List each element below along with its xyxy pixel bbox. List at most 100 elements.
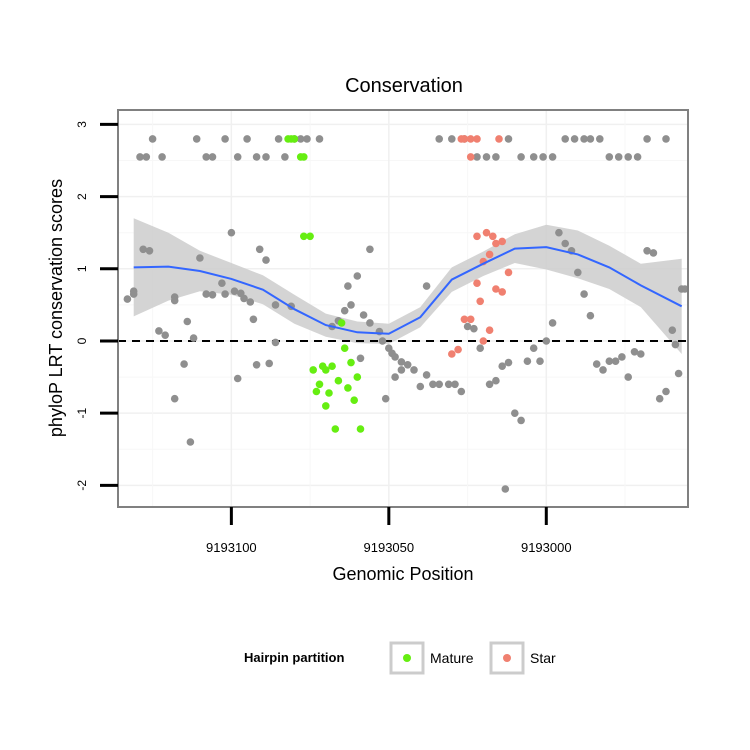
point-other (145, 247, 154, 255)
point-other (158, 153, 166, 161)
point-mature (322, 402, 330, 410)
point-other (655, 394, 664, 403)
point-other (230, 287, 239, 296)
point-mature (350, 396, 359, 405)
chart-title: Conservation (345, 75, 463, 97)
point-other (448, 135, 456, 143)
point-star (476, 297, 485, 306)
point-other (529, 153, 538, 161)
point-other (136, 153, 144, 161)
point-other (548, 153, 557, 161)
point-other (265, 359, 274, 368)
point-other (196, 254, 204, 262)
point-mature (309, 366, 318, 374)
point-other (233, 153, 242, 161)
point-other (202, 153, 210, 161)
point-other (630, 348, 639, 356)
point-other (252, 361, 261, 369)
point-star (466, 153, 475, 161)
point-star (466, 315, 475, 324)
point-mature (340, 344, 349, 353)
point-other (410, 366, 418, 374)
y-tick-label: 0 (75, 337, 89, 344)
point-star (504, 268, 513, 277)
point-mature (306, 232, 314, 241)
point-other (649, 249, 658, 257)
point-mature (318, 362, 327, 371)
point-other (580, 290, 588, 298)
point-other (561, 239, 569, 248)
point-other (473, 153, 481, 161)
point-star (460, 135, 469, 143)
point-other (202, 290, 210, 298)
point-other (233, 374, 242, 383)
y-axis-label: phyloP LRT conservation scores (46, 179, 66, 437)
point-other (189, 334, 198, 342)
point-other (422, 371, 431, 379)
point-other (281, 153, 289, 161)
point-other (148, 135, 157, 143)
legend-title: Hairpin partition (244, 650, 344, 665)
plot-panel (118, 110, 688, 507)
point-other (186, 438, 195, 446)
point-mature (300, 232, 308, 241)
point-star (485, 250, 494, 259)
point-other (539, 153, 547, 161)
point-other (422, 282, 431, 290)
point-other (451, 380, 459, 389)
point-other (492, 376, 500, 385)
point-other (605, 153, 614, 161)
point-mature (334, 376, 343, 385)
point-other (643, 247, 651, 255)
point-other (161, 331, 169, 340)
point-other (476, 344, 485, 353)
point-other (129, 290, 138, 298)
point-other (246, 298, 255, 306)
point-mature (315, 380, 324, 389)
point-other (170, 296, 179, 305)
point-mature (347, 358, 355, 367)
point-other (555, 228, 563, 237)
point-other (681, 285, 689, 293)
legend: Hairpin partition Mature Star (244, 641, 556, 675)
point-other (444, 380, 453, 389)
point-star (479, 337, 488, 345)
point-other (470, 324, 478, 333)
point-other (662, 135, 670, 143)
point-star (498, 288, 507, 296)
point-other (416, 382, 425, 391)
point-other (523, 357, 532, 366)
point-other (366, 245, 374, 254)
loess-smooth-line (133, 246, 683, 335)
point-star (495, 135, 503, 143)
point-other (501, 485, 510, 493)
point-other (618, 353, 626, 361)
point-other (356, 354, 365, 363)
point-other (170, 394, 179, 403)
point-star (485, 326, 494, 335)
point-mature (331, 425, 340, 433)
point-other (574, 268, 582, 277)
point-other (249, 315, 258, 324)
point-other (529, 344, 538, 353)
point-other (397, 366, 406, 374)
point-other (643, 135, 651, 143)
point-other (570, 135, 579, 143)
plot-border (117, 109, 689, 508)
point-star (473, 135, 481, 143)
point-mature (337, 319, 346, 327)
point-other (252, 153, 261, 161)
x-tick-label: 9193050 (364, 540, 415, 555)
point-other (633, 153, 642, 161)
point-other (668, 326, 677, 335)
point-other (435, 380, 444, 389)
x-tick-label: 9193100 (206, 540, 257, 555)
point-other (315, 135, 324, 143)
point-other (155, 327, 163, 335)
point-mature (353, 373, 362, 381)
y-tick-label: 3 (75, 121, 89, 128)
x-axis: 9193100 9193050 9193000 (206, 507, 572, 555)
point-other (542, 337, 551, 345)
point-other (485, 380, 494, 389)
